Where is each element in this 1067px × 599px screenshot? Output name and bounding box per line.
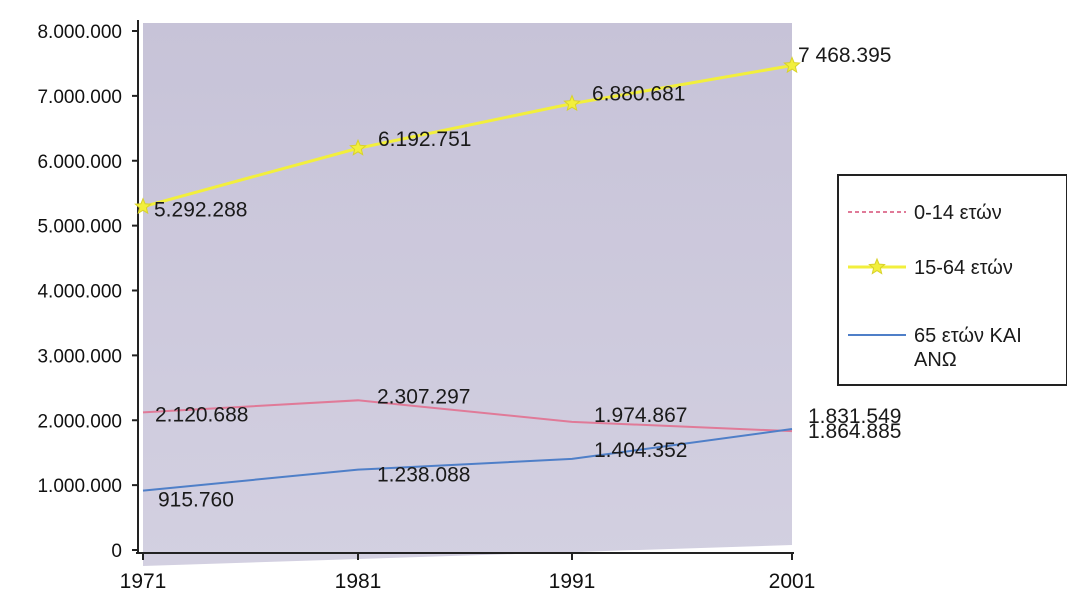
y-tick-label: 0	[111, 541, 122, 562]
data-label: 1.238.088	[377, 464, 470, 487]
x-tick-label: 2001	[769, 570, 816, 593]
data-label: 6.192.751	[378, 128, 471, 151]
data-label: 915.760	[158, 489, 234, 512]
legend-label: 15-64 ετών	[914, 257, 1013, 279]
legend: 0-14 ετών 15-64 ετών 65 ετών ΚΑΙ ΑΝΩ	[837, 174, 1067, 386]
data-labels: 2.120.688 2.307.297 1.974.867 1.831.549 5.29…	[154, 44, 901, 512]
data-point-marker	[563, 94, 581, 112]
plot-area	[143, 23, 792, 566]
x-tick-label: 1981	[335, 570, 382, 593]
series-lines	[134, 56, 801, 492]
data-label: 1.864.885	[808, 420, 901, 443]
x-tick-label: 1991	[549, 570, 596, 593]
y-tick-label: 4.000.000	[37, 282, 122, 303]
data-label: 5.292.288	[154, 199, 247, 222]
data-point-marker	[783, 56, 801, 74]
data-label: 6.880.681	[592, 83, 685, 106]
data-label: 1.831.549	[808, 405, 901, 428]
series-line-0	[142, 399, 793, 433]
data-label: 2.307.297	[377, 385, 470, 408]
y-tick-label: 5.000.000	[37, 217, 122, 238]
data-label: 1.404.352	[594, 439, 687, 462]
y-tick-label: 6.000.000	[37, 152, 122, 173]
y-tick-label: 1.000.000	[37, 476, 122, 497]
data-label: 1.974.867	[594, 404, 687, 427]
x-tick-label: 1971	[120, 570, 167, 593]
data-label: 7 468.395	[798, 44, 891, 67]
y-tick-label: 2.000.000	[37, 411, 122, 432]
x-axis-ticks: 1971 1981 1991 2001	[120, 553, 816, 593]
y-axis-ticks: 0 1.000.000 2.000.000 3.000.000 4.000.000 5.0…	[37, 22, 138, 562]
y-tick-label: 7.000.000	[37, 87, 122, 108]
series-line-2	[142, 428, 793, 492]
y-tick-label: 8.000.000	[37, 22, 122, 43]
data-point-marker	[349, 138, 367, 156]
series-line-1	[142, 64, 793, 209]
y-tick-label: 3.000.000	[37, 346, 122, 367]
data-label: 2.120.688	[155, 403, 248, 426]
legend-label: 0-14 ετών	[914, 202, 1002, 224]
data-point-marker	[134, 197, 152, 215]
legend-box	[837, 174, 1067, 386]
legend-marker	[868, 257, 886, 275]
legend-label: 65 ετών ΚΑΙ ΑΝΩ	[914, 325, 1022, 371]
